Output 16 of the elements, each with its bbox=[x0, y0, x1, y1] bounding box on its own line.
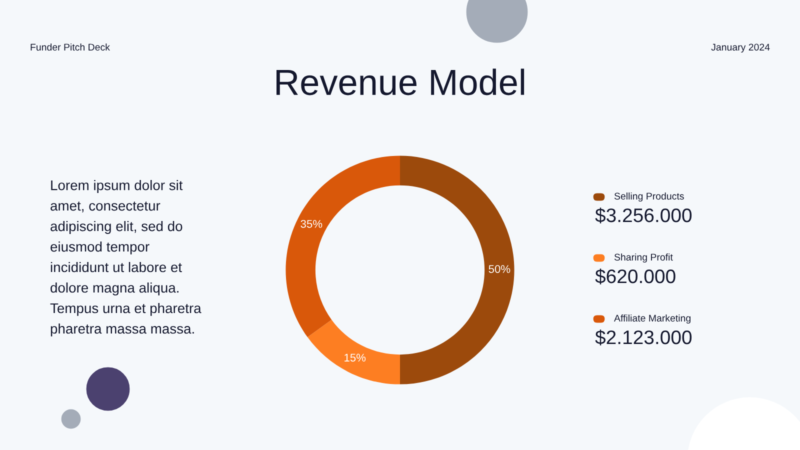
data-label: 15% bbox=[344, 354, 366, 362]
text: Lorem ipsum dolor sit amet, consectetur adipiscing elit, sed do eiusmod tempor incididunt ut labore et dolore magna aliqua. Tempus urna et pharetra pharetra massa massa. bbox=[50, 180, 202, 336]
legend-label: Selling Products bbox=[614, 192, 684, 202]
text: Funder Pitch Deck bbox=[30, 43, 110, 51]
data-label: 50% bbox=[488, 265, 510, 273]
legend-label: Affiliate Marketing bbox=[614, 314, 690, 324]
text: $620.000 bbox=[595, 268, 676, 284]
text: January 2024 bbox=[711, 44, 770, 53]
donut-slice bbox=[286, 156, 400, 338]
donut-slice bbox=[400, 156, 514, 384]
legend-label: Sharing Profit bbox=[614, 253, 673, 263]
text: $2.123.000 bbox=[595, 330, 692, 346]
text: $3.256.000 bbox=[595, 208, 692, 224]
data-label: 35% bbox=[300, 220, 322, 228]
chart-title: Revenue Model bbox=[276, 68, 524, 96]
donut-slice bbox=[308, 320, 400, 384]
